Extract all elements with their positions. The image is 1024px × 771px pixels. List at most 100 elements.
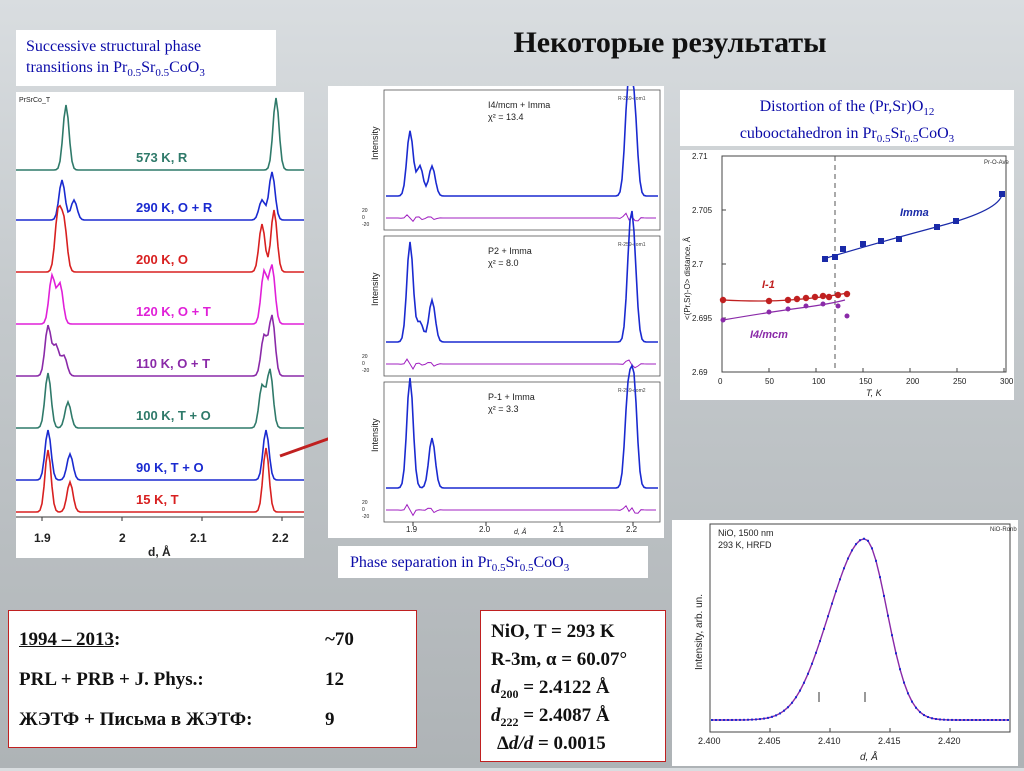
nio-point [895,652,897,655]
legend-line-2: 293 K, HRFD [718,540,772,550]
x-tick-label: 0 [718,377,723,386]
diff-tick-label: -20 [362,368,369,374]
nio-line-d222: d222 = 2.4087 Å [491,705,610,729]
nio-point [931,717,933,720]
nio-point [779,712,781,715]
nio-point [939,718,941,721]
nio-point [863,537,865,540]
nio-point [867,539,869,542]
i-1-point [825,293,833,301]
nio-point [811,662,813,665]
label-i4mcm: I4/mcm [750,329,788,341]
caption-line-2: cubooctahedron in Pr0.5Sr0.5CoO3 [739,125,955,146]
pattern-label: 110 K, O + T [136,356,210,371]
nio-point [947,718,949,721]
y-axis-label: Intensity, arb. un. [694,594,705,670]
diff-tick-label: 20 [362,354,368,360]
nio-point [783,709,785,712]
pattern-label: 15 K, T [136,492,179,507]
nio-point [871,547,873,550]
nio-point [751,718,753,721]
nio-point [907,692,909,695]
caption-phase-separation: Phase separation in Pr0.5Sr0.5CoO3 [338,546,648,578]
chi-label: χ² = 13.4 [488,112,524,122]
pattern-label: 90 K, T + O [136,460,204,475]
x-tick-label: 2.0 [479,525,491,534]
nio-point [839,578,841,581]
chi-label: χ² = 3.3 [488,404,519,414]
nio-point [903,681,905,684]
nio-point [943,718,945,721]
panel-tag: R-259-com2 [618,388,646,394]
temperature-diffraction-plot: PrSrCo_T 573 K, R 290 K, O + R 200 K, O 120… [16,92,304,613]
stats-value-years: ~70 [325,629,354,650]
y-axis-label: Intensity [370,418,380,452]
pattern-label: 573 K, R [136,150,188,165]
pattern-curve [16,264,304,325]
nio-point [823,627,825,630]
imma-point [953,218,959,224]
pattern-curve [16,171,304,221]
plot-tag: NiO-Ronb [990,527,1017,533]
i4mcm-point [835,303,841,309]
nio-point [755,718,757,721]
x-tick-label: 2 [119,531,126,545]
nio-point [987,719,989,721]
nio-point [875,559,877,562]
nio-point [899,668,901,671]
nio-point [923,714,925,717]
label-imma: Imma [900,207,929,219]
pattern-label: 100 K, T + O [136,408,211,423]
nio-peak-plot: NiO-Ronb NiO, 1500 nm 293 K, HRFD 2.400 2… [672,520,1018,766]
imma-point [840,246,846,252]
y-axis-label: <(Pr,Sr)-O> distance, Å [683,236,692,320]
x-tick-label: 2.1 [190,531,207,545]
x-axis-label: d, Å [860,750,878,763]
y-tick-label: 2.69 [692,368,708,377]
i-1-point [765,297,773,305]
diff-tick-label: 0 [362,507,365,513]
panel-tag: R-259-com1 [618,242,646,248]
difference-curve [386,212,656,223]
nio-point [763,717,765,720]
diff-tick-label: 20 [362,500,368,506]
y-tick-label: 2.705 [692,206,713,215]
difference-curve [386,358,656,370]
x-tick-label: 50 [765,377,774,386]
temperature-diffraction-svg: PrSrCo_T 573 K, R 290 K, O + R 200 K, O 120… [16,97,304,613]
caption-line-2: transitions in Pr0.5Sr0.5CoO3 [26,59,205,80]
x-axis-label: T, K [866,388,883,398]
nio-point [955,718,957,721]
nio-point [963,718,965,721]
nio-point [767,716,769,719]
nio-point [719,718,721,721]
diff-tick-label: 0 [362,215,365,221]
nio-point [891,634,893,637]
nio-point [743,718,745,721]
stats-label-years: 1994 – 2013: [19,629,121,650]
imma-point [878,238,884,244]
nio-point [927,716,929,719]
i-1-point [819,292,827,300]
fit-label: P2 + Imma [488,246,532,256]
x-tick-label: 2.410 [818,736,841,746]
nio-point [715,718,717,721]
nio-point [995,719,997,721]
pattern-curve [16,314,304,377]
x-tick-label: 2.415 [878,736,901,746]
caption-distortion: Distortion of the (Pr,Sr)O12 cubooctahed… [680,90,1014,146]
nio-point [735,718,737,721]
label-i-1: I-1 [762,279,775,291]
i-1-point [811,293,819,301]
plot-tag: Pr-O-Ave [984,160,1010,166]
nio-point [879,576,881,579]
phase-separation-plot: Intensity R-259-com1 I4/mcm + Imma χ² = 13.… [328,71,664,538]
fit-label: I4/mcm + Imma [488,100,550,110]
nio-point [971,718,973,721]
nio-point [803,681,805,684]
i-1-point [793,295,801,303]
nio-point [807,672,809,675]
diff-tick-label: -20 [362,514,369,520]
i4mcm-point [785,306,791,312]
x-tick-label: 1.9 [34,531,51,545]
